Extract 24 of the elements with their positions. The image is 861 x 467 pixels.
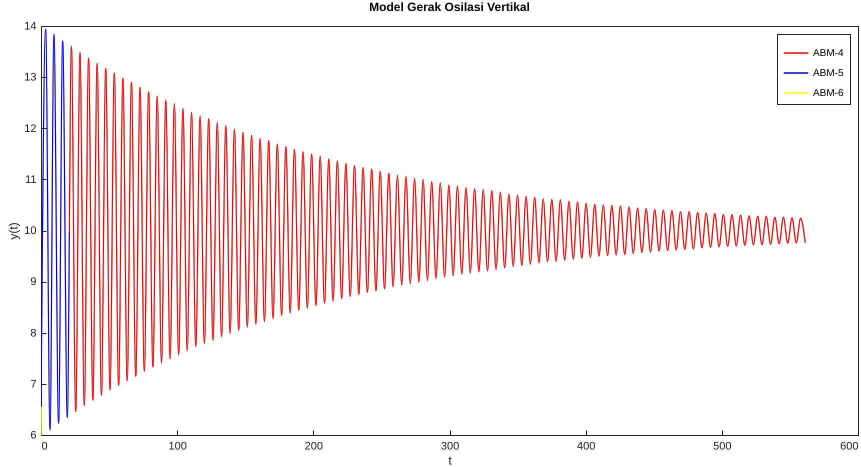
x-tick-label: 600 bbox=[840, 440, 858, 452]
y-tick-label: 13 bbox=[24, 72, 36, 84]
y-tick-label: 12 bbox=[24, 122, 36, 135]
line-series bbox=[41, 28, 70, 430]
y-tick-label: 6 bbox=[30, 430, 36, 442]
y-tick-label: 9 bbox=[30, 276, 36, 288]
x-tick-label: 0 bbox=[42, 440, 48, 452]
x-tick-label: 500 bbox=[713, 440, 732, 452]
line-series bbox=[68, 46, 806, 412]
x-tick-label: 300 bbox=[440, 440, 460, 452]
x-tick-label: 100 bbox=[168, 440, 187, 452]
y-tick-label: 14 bbox=[24, 20, 36, 32]
y-axis-title: y(t) bbox=[6, 222, 20, 240]
legend-label: ABM-6 bbox=[813, 88, 844, 99]
x-axis-title: t bbox=[448, 454, 452, 467]
legend-label: ABM-4 bbox=[813, 48, 844, 59]
y-tick-label: 7 bbox=[30, 378, 36, 390]
chart-title: Model Gerak Osilasi Vertikal bbox=[369, 0, 530, 14]
legend-label: ABM-5 bbox=[813, 68, 844, 79]
y-tick-label: 11 bbox=[25, 174, 36, 186]
y-tick-label: 10 bbox=[24, 225, 36, 237]
x-tick-label: 200 bbox=[304, 440, 324, 452]
y-tick-label: 8 bbox=[30, 327, 36, 340]
x-tick-label: 400 bbox=[576, 440, 596, 452]
